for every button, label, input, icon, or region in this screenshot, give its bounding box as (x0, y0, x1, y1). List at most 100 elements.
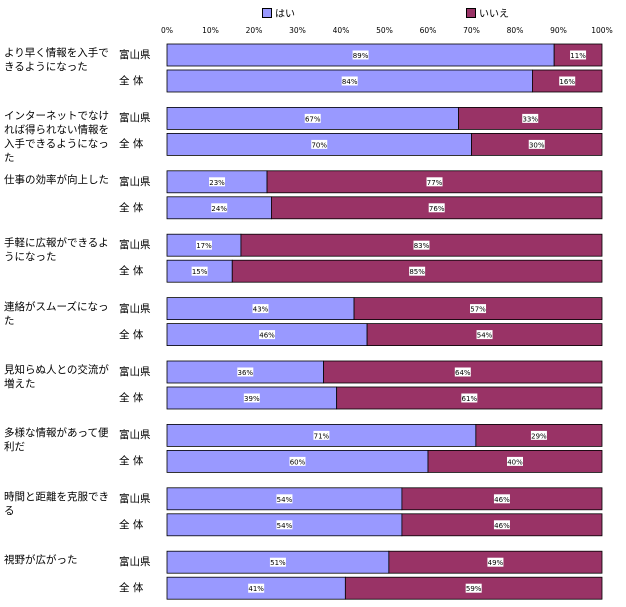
category-label-5: 見知らぬ人との交流が増えた (4, 364, 109, 390)
row-label-0-0: 富山県 (119, 49, 151, 61)
value-label-no-7-0: 46% (494, 496, 510, 504)
row-label-3-0: 富山県 (119, 239, 151, 252)
value-label-bg-yes-2-0 (209, 177, 226, 187)
value-label-no-2-1: 76% (429, 205, 445, 213)
value-label-no-3-0: 83% (414, 242, 430, 250)
value-label-bg-yes-5-1 (243, 393, 260, 403)
value-label-yes-4-0: 43% (253, 306, 269, 314)
value-label-yes-3-1: 15% (192, 268, 208, 276)
value-label-no-1-1: 30% (529, 141, 545, 149)
value-label-yes-7-1: 54% (277, 522, 293, 530)
value-label-yes-1-1: 70% (311, 141, 327, 149)
value-label-bg-no-3-1 (409, 266, 426, 276)
value-label-no-4-0: 57% (470, 306, 486, 314)
value-label-bg-no-8-1 (465, 583, 482, 593)
row-label-1-1: 全 体 (119, 138, 144, 151)
value-label-bg-yes-4-1 (259, 330, 276, 340)
row-label-4-0: 富山県 (119, 302, 151, 315)
value-label-bg-no-4-0 (470, 304, 487, 314)
row-label-8-1: 全 体 (119, 582, 144, 595)
legend-swatch-no (466, 7, 476, 18)
value-label-yes-0-1: 84% (342, 78, 358, 86)
value-label-bg-no-7-1 (493, 520, 510, 530)
category-label-1: インターネットでなければ得られない情報を入手できるようになった (4, 110, 109, 165)
value-label-bg-yes-4-0 (252, 304, 269, 314)
value-label-no-6-1: 40% (507, 458, 523, 466)
value-label-bg-no-5-0 (454, 367, 471, 377)
value-label-bg-yes-1-0 (304, 113, 321, 123)
value-label-no-0-0: 11% (570, 52, 586, 60)
row-label-5-0: 富山県 (119, 366, 151, 378)
value-label-yes-8-0: 51% (270, 559, 286, 567)
category-label-4: 連絡がスムーズになった (4, 300, 109, 327)
legend-swatch-yes (262, 7, 272, 18)
value-label-bg-no-8-0 (487, 557, 504, 567)
legend-label-yes: はい (275, 9, 295, 20)
value-label-bg-no-1-0 (522, 113, 539, 123)
value-label-bg-no-3-0 (413, 240, 430, 250)
value-label-bg-yes-0-1 (341, 76, 358, 86)
category-label-0: より早く情報を入手できるようになった (4, 47, 109, 73)
value-label-bg-no-0-1 (559, 76, 576, 86)
value-label-bg-yes-5-0 (237, 367, 254, 377)
value-label-bg-yes-0-0 (352, 50, 369, 60)
value-label-no-3-1: 85% (409, 268, 425, 276)
value-label-yes-3-0: 17% (196, 242, 212, 250)
legend-label-no: いいえ (479, 9, 509, 20)
row-label-0-1: 全 体 (119, 75, 144, 87)
row-label-2-1: 全 体 (119, 201, 144, 214)
value-label-bg-yes-7-0 (276, 494, 293, 504)
value-label-bg-yes-3-1 (191, 266, 208, 276)
category-label-3: 手軽に広報ができるようになった (4, 237, 109, 264)
legend-item-yes: はい (262, 5, 295, 20)
x-tick-label-9: 90% (550, 26, 567, 35)
value-label-bg-yes-8-0 (269, 557, 286, 567)
value-label-bg-no-0-0 (570, 50, 587, 60)
category-label-6: 多様な情報があって便利だ (4, 427, 109, 454)
x-tick-label-4: 40% (333, 26, 350, 35)
category-label-2: 仕事の効率が向上した (4, 173, 109, 186)
value-label-bg-yes-6-1 (289, 456, 306, 466)
value-label-no-7-1: 46% (494, 522, 510, 530)
value-label-yes-4-1: 46% (259, 332, 275, 340)
category-label-7: 時間と距離を克服できる (4, 490, 109, 517)
row-label-6-1: 全 体 (119, 455, 144, 468)
legend-item-no: いいえ (466, 5, 509, 20)
value-label-bg-yes-8-1 (248, 583, 265, 593)
row-label-8-0: 富山県 (119, 556, 151, 569)
value-label-yes-8-1: 41% (248, 585, 264, 593)
value-label-bg-no-7-0 (493, 494, 510, 504)
value-label-no-5-0: 64% (455, 369, 471, 377)
value-label-no-5-1: 61% (462, 395, 478, 403)
row-label-1-0: 富山県 (119, 112, 151, 125)
value-label-no-8-0: 49% (488, 559, 504, 567)
row-label-7-1: 全 体 (119, 518, 144, 531)
value-label-bg-no-2-0 (426, 177, 443, 187)
x-tick-label-0: 0% (161, 26, 173, 35)
row-label-4-1: 全 体 (119, 328, 144, 341)
value-label-bg-yes-1-1 (311, 139, 328, 149)
value-label-no-6-0: 29% (531, 432, 547, 440)
value-label-bg-no-6-0 (530, 430, 547, 440)
value-label-bg-yes-3-0 (195, 240, 212, 250)
x-tick-label-5: 50% (376, 26, 393, 35)
value-label-yes-5-0: 36% (238, 369, 254, 377)
x-tick-label-7: 70% (463, 26, 480, 35)
value-label-bg-yes-2-1 (211, 203, 228, 213)
value-label-yes-2-0: 23% (209, 179, 225, 187)
x-tick-label-10: 100% (591, 26, 612, 35)
x-tick-label-1: 10% (202, 26, 219, 35)
x-tick-label-6: 60% (420, 26, 437, 35)
category-label-8: 視野が広がった (4, 554, 78, 567)
value-label-bg-no-4-1 (476, 330, 493, 340)
value-label-yes-0-0: 89% (353, 52, 369, 60)
value-label-bg-no-6-1 (507, 456, 523, 466)
row-label-6-0: 富山県 (119, 429, 151, 442)
value-label-no-1-0: 33% (522, 115, 538, 123)
row-label-3-1: 全 体 (119, 265, 144, 278)
value-label-yes-6-0: 71% (314, 432, 330, 440)
row-label-7-0: 富山県 (119, 492, 151, 505)
value-label-no-2-0: 77% (427, 179, 443, 187)
value-label-no-8-1: 59% (466, 585, 482, 593)
